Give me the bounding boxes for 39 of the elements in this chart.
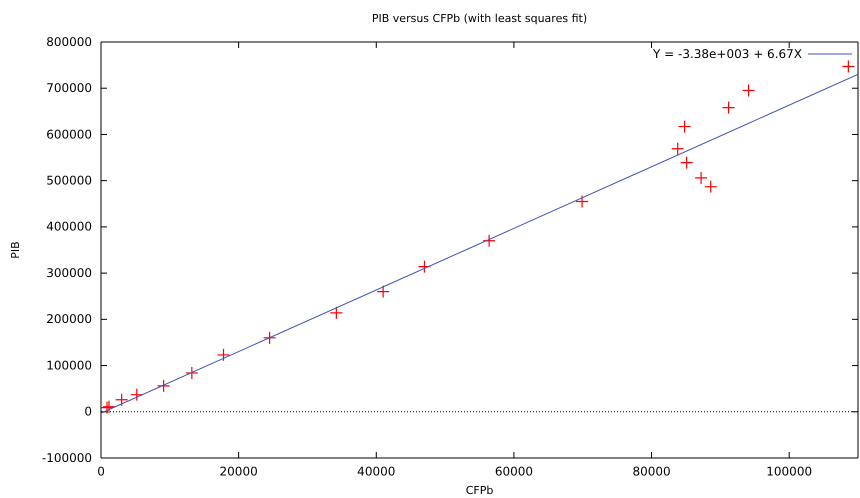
- point: [742, 84, 756, 98]
- point: [376, 285, 390, 298]
- chart-title: PIB versus CFPb (with least squares fit): [372, 12, 588, 25]
- point: [680, 156, 694, 170]
- point: [115, 393, 128, 406]
- x-tick-label: 20000: [220, 464, 258, 479]
- point: [704, 180, 718, 194]
- point: [482, 234, 496, 248]
- y-axis-title: PIB: [9, 241, 22, 259]
- point: [330, 306, 343, 320]
- point: [418, 260, 432, 274]
- point: [722, 101, 736, 114]
- y-tick-label: 300000: [46, 266, 92, 280]
- x-tick-label: 100000: [766, 464, 812, 479]
- y-tick-label: 500000: [46, 174, 92, 188]
- point: [842, 60, 855, 74]
- point: [130, 388, 144, 402]
- y-tick-label: 400000: [46, 220, 92, 234]
- y-tick-label: -100000: [42, 450, 92, 465]
- x-tick-label: 60000: [494, 464, 534, 479]
- x-tick-label: 40000: [357, 464, 396, 479]
- y-tick-label: 700000: [46, 81, 92, 96]
- point: [575, 194, 589, 208]
- point: [185, 366, 198, 380]
- x-tick-label: 0: [97, 464, 105, 479]
- y-tick-label: 100000: [46, 358, 92, 372]
- point: [694, 171, 708, 184]
- y-tick-label: 600000: [46, 127, 92, 142]
- y-tick-label: 200000: [46, 312, 92, 326]
- point: [263, 331, 276, 344]
- point: [216, 348, 230, 362]
- y-tick-label: 800000: [46, 34, 92, 49]
- point: [671, 142, 684, 156]
- y-tick-label: 0: [84, 404, 92, 419]
- x-axis-title: CFPb: [466, 484, 494, 497]
- x-tick-label: 80000: [632, 464, 671, 479]
- legend-label: Y = -3.38e+003 + 6.67X: [652, 47, 802, 61]
- point: [157, 379, 170, 392]
- point: [678, 120, 692, 134]
